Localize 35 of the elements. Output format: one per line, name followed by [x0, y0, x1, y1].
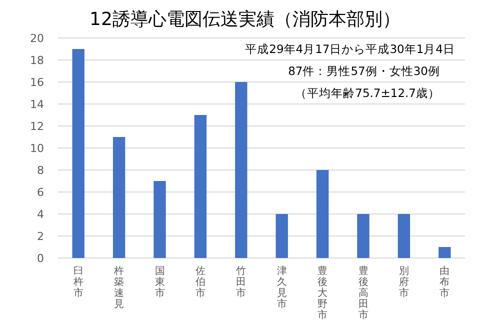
y-tick-label: 16	[30, 76, 44, 89]
bar	[357, 214, 370, 258]
y-tick-label: 12	[30, 120, 44, 133]
bar	[235, 82, 248, 258]
y-tick-label: 4	[37, 208, 44, 221]
annotation: 平成29年4月17日から平成30年1月4日	[245, 42, 455, 56]
x-tick-label: 杵築速見	[113, 265, 124, 310]
bar	[154, 181, 166, 258]
y-tick-label: 0	[37, 252, 44, 265]
y-tick-label: 6	[37, 186, 44, 199]
annotation: 87件：男性57例・女性30例	[288, 64, 440, 78]
y-tick-label: 2	[37, 230, 44, 243]
annotation: （平均年齢75.7±12.7歳）	[295, 86, 440, 100]
y-tick-label: 18	[30, 54, 44, 67]
bar	[316, 170, 329, 258]
x-tick-label: 津久見市	[276, 265, 287, 310]
bar	[276, 214, 288, 258]
x-tick-label: 佐伯市	[195, 266, 206, 299]
bar	[438, 247, 451, 258]
x-tick-label: 国東市	[154, 266, 165, 299]
x-tick-label: 臼杵市	[72, 265, 84, 299]
bar	[194, 115, 207, 258]
bar	[72, 49, 84, 258]
bar	[112, 137, 126, 258]
y-tick-label: 8	[37, 164, 44, 177]
x-tick-label: 由布市	[440, 265, 450, 299]
bar	[398, 214, 410, 258]
x-tick-label: 別府市	[398, 266, 409, 299]
y-tick-label: 20	[30, 32, 44, 45]
y-tick-label: 10	[30, 142, 44, 155]
y-tick-label: 14	[30, 98, 44, 111]
x-tick-label: 豊後大野市	[318, 265, 328, 320]
chart-title: 12誘導心電図伝送実績（消防本部別）	[90, 9, 400, 30]
x-tick-label: 竹田市	[236, 265, 246, 299]
x-tick-label: 豊後高田市	[358, 265, 368, 320]
